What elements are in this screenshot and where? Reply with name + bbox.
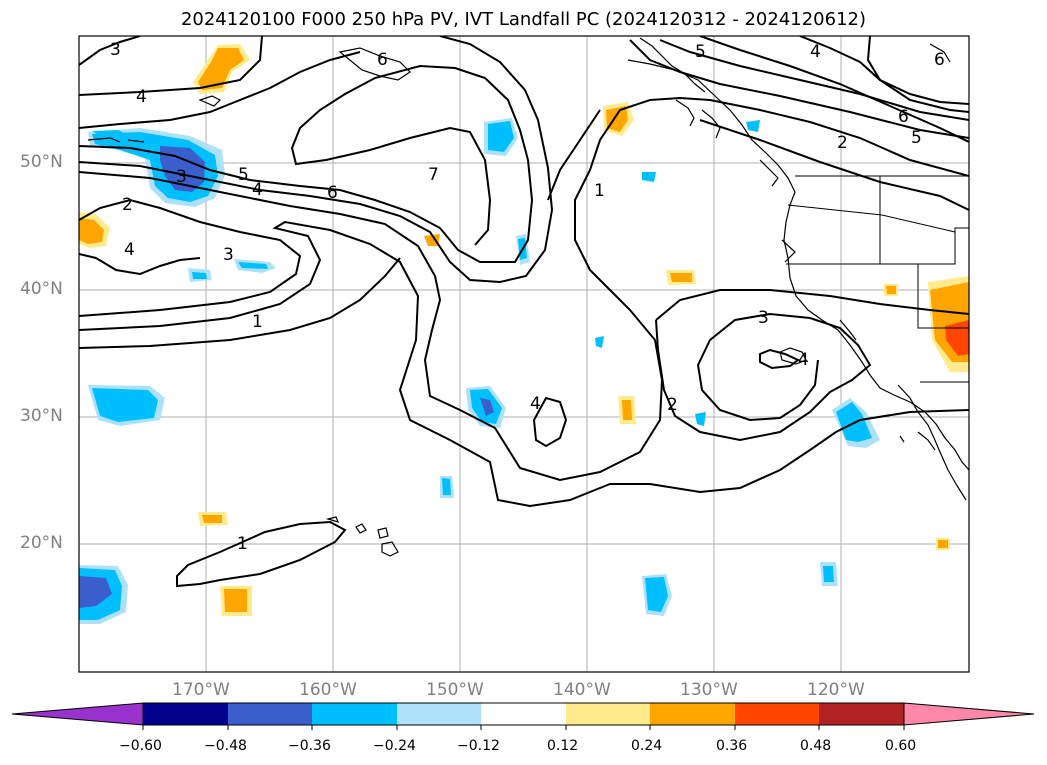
contour-labels: 3 4 2 4 3 5 4 6 7 3 1 5 4 2 6 5 1 3 4 2 … <box>110 40 945 554</box>
shaded-patches <box>79 44 969 624</box>
colorbar-segment <box>312 703 397 725</box>
contour-label: 4 <box>136 87 147 107</box>
contour-label: 5 <box>238 165 249 185</box>
colorbar-tick-label: −0.36 <box>288 738 331 754</box>
lon-label: 160°W <box>299 680 357 700</box>
colorbar <box>11 702 1035 730</box>
colorbar-extend-low <box>11 702 144 726</box>
coastlines <box>87 37 969 557</box>
lat-label: 50°N <box>20 152 63 172</box>
contour-label: 7 <box>428 165 439 185</box>
contour-label: 3 <box>223 245 234 265</box>
contour-label: 6 <box>327 183 338 203</box>
lat-label: 40°N <box>20 279 63 299</box>
colorbar-extend-high <box>903 702 1035 726</box>
pv-contours <box>79 36 969 588</box>
colorbar-tick-label: −0.12 <box>457 738 500 754</box>
colorbar-segment <box>143 703 228 725</box>
colorbar-segment <box>735 703 819 725</box>
colorbar-segment <box>819 703 904 725</box>
colorbar-tick-label: 0.60 <box>885 738 917 754</box>
colorbar-segment <box>397 703 481 725</box>
contour-label: 4 <box>252 180 263 200</box>
contour-label: 4 <box>810 42 821 62</box>
contour-label: 4 <box>124 240 135 260</box>
colorbar-segment <box>650 703 735 725</box>
colorbar-tick-label: −0.48 <box>204 738 247 754</box>
contour-label: 3 <box>758 308 769 328</box>
map-area: 3 4 2 4 3 5 4 6 7 3 1 5 4 2 6 5 1 3 4 2 … <box>79 36 969 672</box>
colorbar-tick-label: 0.48 <box>800 738 832 754</box>
contour-label: 2 <box>122 195 133 215</box>
contour-label: 6 <box>377 50 388 70</box>
gridlines <box>79 36 969 672</box>
contour-label: 3 <box>176 167 187 187</box>
lon-label: 140°W <box>553 680 611 700</box>
colorbar-segment <box>566 703 650 725</box>
political-borders <box>786 175 969 383</box>
lon-label: 150°W <box>426 680 484 700</box>
colorbar-segment <box>481 703 566 725</box>
contour-label: 2 <box>837 133 848 153</box>
contour-label: 6 <box>934 50 945 70</box>
colorbar-frame <box>142 702 905 726</box>
lat-label: 30°N <box>20 406 63 426</box>
lat-label: 20°N <box>20 533 63 553</box>
contour-label: 3 <box>110 40 121 60</box>
figure-title: 2024120100 F000 250 hPa PV, IVT Landfall… <box>180 9 867 30</box>
lon-label: 170°W <box>172 680 230 700</box>
colorbar-segment <box>228 703 312 725</box>
contour-label: 5 <box>911 128 922 148</box>
contour-label: 2 <box>667 395 678 415</box>
colorbar-tick-label: −0.60 <box>119 738 162 754</box>
colorbar-tick-label: 0.24 <box>631 738 663 754</box>
contour-label: 1 <box>237 534 248 554</box>
colorbar-tick-label: 0.12 <box>547 738 579 754</box>
contour-label: 4 <box>798 350 809 370</box>
contour-label: 6 <box>898 107 909 127</box>
contour-label: 5 <box>695 42 706 62</box>
contour-label: 1 <box>252 312 263 332</box>
map-frame <box>78 35 970 673</box>
colorbar-ticks <box>142 725 905 730</box>
contour-label: 4 <box>530 394 541 414</box>
colorbar-tick-label: −0.24 <box>373 738 416 754</box>
colorbar-tick-label: 0.36 <box>716 738 748 754</box>
lon-label: 130°W <box>680 680 738 700</box>
lon-label: 120°W <box>807 680 865 700</box>
contour-label: 1 <box>594 181 605 201</box>
